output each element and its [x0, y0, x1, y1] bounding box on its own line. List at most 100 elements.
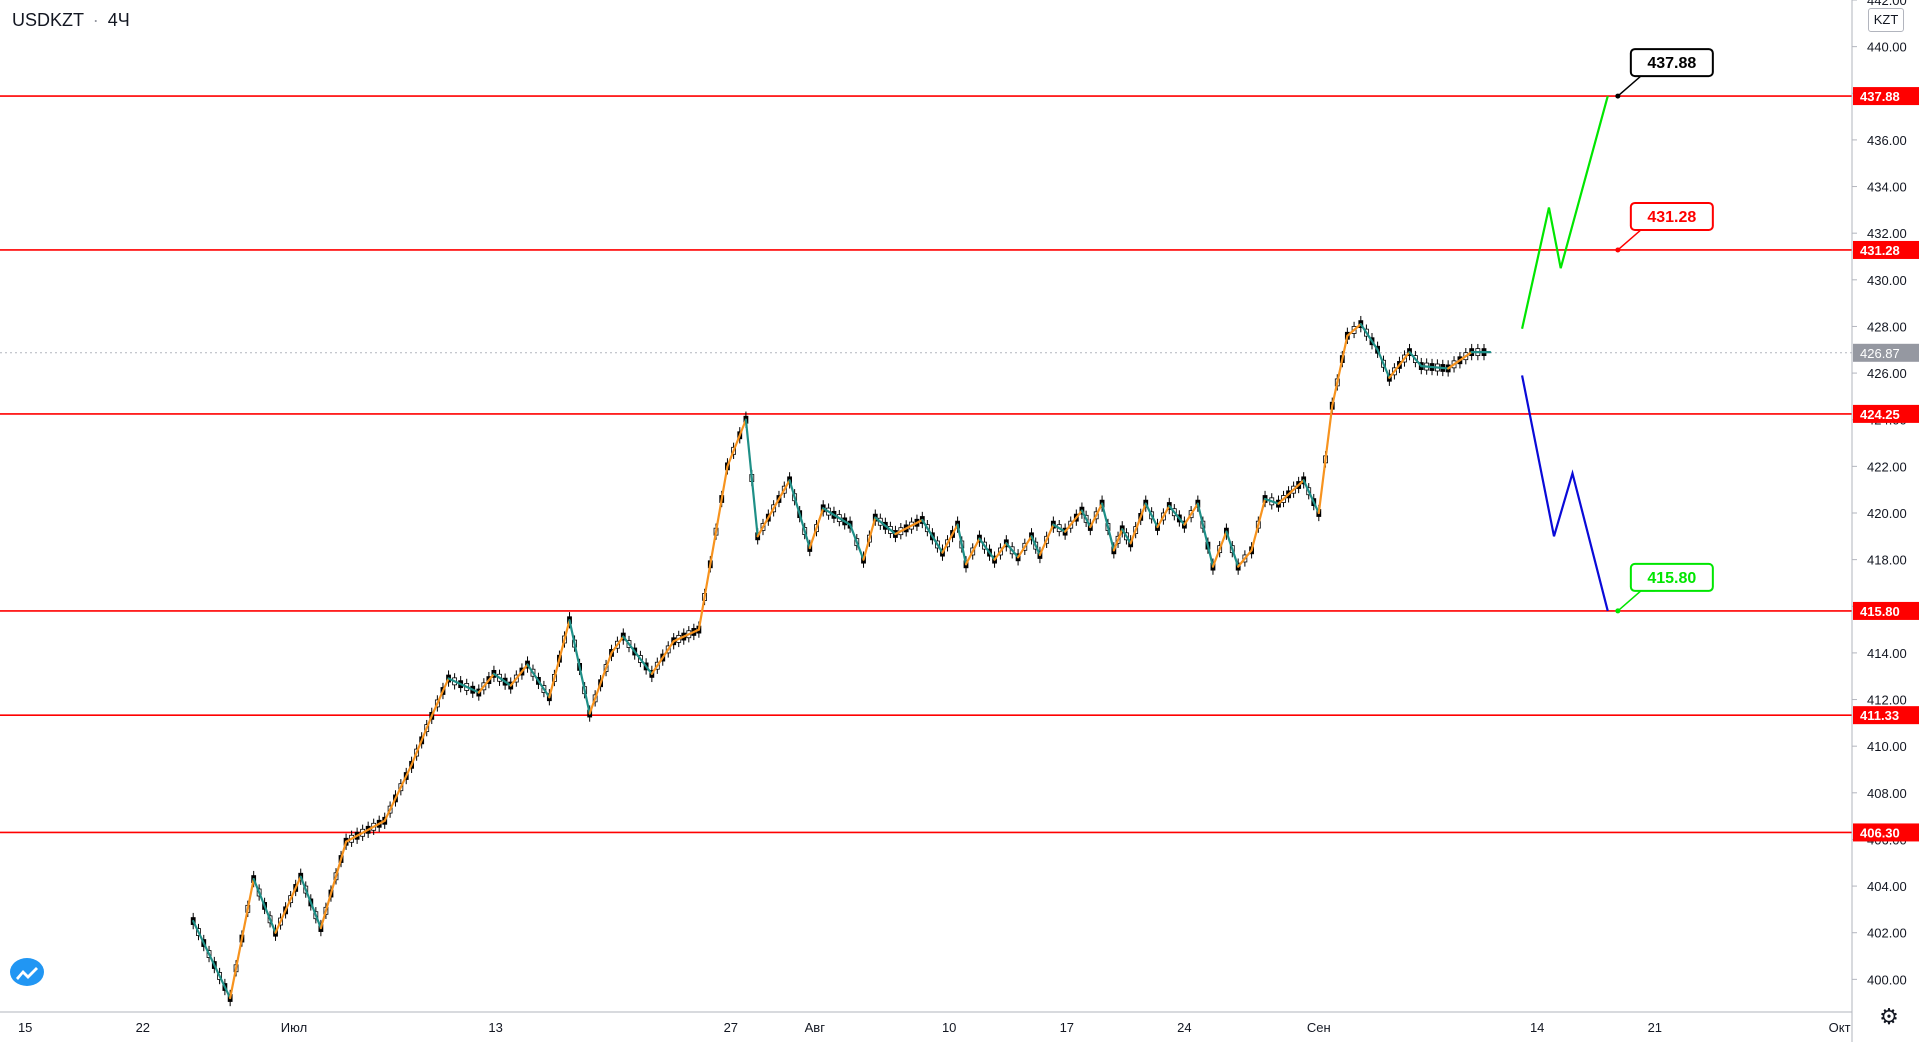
zigzag-segment[interactable]	[993, 542, 1008, 561]
zigzag-segment[interactable]	[1317, 404, 1334, 515]
zigzag-segment[interactable]	[568, 619, 591, 715]
zigzag-segment[interactable]	[1376, 348, 1391, 379]
separator-dot: ·	[92, 10, 99, 30]
callout-box[interactable]	[1629, 562, 1714, 592]
zigzag-segment[interactable]	[672, 628, 700, 643]
zigzag-segment[interactable]	[650, 640, 675, 675]
zigzag-segment[interactable]	[1237, 549, 1253, 568]
zigzag-segment[interactable]	[1089, 502, 1104, 529]
interval-label[interactable]: 4Ч	[107, 10, 130, 30]
zigzag-segment[interactable]	[1302, 479, 1320, 515]
zigzag-segment[interactable]	[610, 635, 625, 655]
level-price-tag	[1853, 823, 1919, 842]
zigzag-segment[interactable]	[477, 672, 496, 694]
zigzag-segment[interactable]	[848, 523, 865, 561]
zigzag-segment[interactable]	[808, 507, 825, 550]
zigzag-segment[interactable]	[941, 523, 959, 554]
zigzag-segment[interactable]	[1030, 535, 1042, 557]
zigzag-segment[interactable]	[492, 672, 512, 687]
zigzag-segment[interactable]	[788, 479, 811, 550]
level-price-label: 415.80	[1860, 604, 1900, 619]
zigzag-segment[interactable]	[252, 877, 277, 934]
zigzag-segment[interactable]	[548, 619, 571, 699]
price-tick-label: 434.00	[1867, 180, 1907, 195]
zigzag-segment[interactable]	[756, 479, 791, 538]
time-tick-label: Сен	[1307, 1020, 1331, 1035]
zigzag-segment[interactable]	[1359, 323, 1379, 351]
zigzag-segment[interactable]	[874, 516, 897, 536]
zigzag-segment[interactable]	[921, 518, 944, 554]
zigzag-segment[interactable]	[956, 523, 968, 566]
zigzag-segment[interactable]	[1183, 502, 1199, 526]
time-tick-label: Июл	[281, 1020, 307, 1035]
projection-down-line[interactable]	[1521, 375, 1609, 612]
zigzag-segment[interactable]	[1211, 530, 1228, 568]
zigzag-segment[interactable]	[274, 875, 302, 934]
time-tick-label: Окт	[1829, 1020, 1851, 1035]
zigzag-segment[interactable]	[1080, 509, 1092, 529]
level-price-label: 411.33	[1860, 708, 1899, 723]
callout-pointer	[1617, 229, 1655, 251]
zigzag-segment[interactable]	[1005, 542, 1020, 559]
zigzag-segment[interactable]	[978, 537, 996, 561]
currency-badge[interactable]: KZT	[1868, 8, 1904, 32]
zigzag-segment[interactable]	[588, 651, 613, 715]
zigzag-segment[interactable]	[1225, 530, 1240, 568]
zigzag-segment[interactable]	[1100, 502, 1115, 552]
gear-icon[interactable]: ⚙	[1879, 1004, 1899, 1029]
zigzag-segment[interactable]	[299, 875, 322, 930]
zigzag-segment[interactable]	[1038, 523, 1055, 557]
callout-box[interactable]	[1629, 48, 1714, 78]
zigzag-segment[interactable]	[1196, 502, 1215, 568]
callout-box[interactable]	[1629, 201, 1714, 231]
zigzag-segment[interactable]	[1168, 504, 1186, 526]
projection-up-line[interactable]	[1521, 95, 1609, 330]
zigzag-segment[interactable]	[509, 663, 529, 687]
zigzag-segment[interactable]	[726, 418, 748, 468]
zigzag-segment[interactable]	[344, 819, 386, 843]
zigzag-segment[interactable]	[1346, 323, 1362, 337]
callout-label: 431.28	[1647, 209, 1696, 226]
price-axis-panel[interactable]	[1852, 0, 1920, 1042]
zigzag-segment[interactable]	[526, 663, 551, 699]
zigzag-segment[interactable]	[1121, 528, 1132, 545]
zigzag-segment[interactable]	[229, 877, 255, 1000]
time-tick-label: 17	[1060, 1020, 1074, 1035]
price-tick-label: 436.00	[1867, 133, 1907, 148]
zigzag-segment[interactable]	[1129, 502, 1147, 545]
zigzag-segment[interactable]	[697, 465, 729, 631]
zigzag-segment[interactable]	[1331, 334, 1349, 407]
zigzag-segment[interactable]	[622, 635, 653, 675]
zigzag-segment[interactable]	[192, 919, 232, 1000]
zigzag-segment[interactable]	[1250, 497, 1267, 552]
zigzag-segment[interactable]	[1277, 479, 1305, 505]
zigzag-segment[interactable]	[1420, 364, 1450, 370]
zigzag-segment[interactable]	[430, 677, 450, 717]
zigzag-segment[interactable]	[894, 518, 924, 536]
time-tick-label: 13	[488, 1020, 502, 1035]
level-price-label: 431.28	[1860, 243, 1900, 258]
zigzag-segment[interactable]	[1156, 504, 1171, 529]
price-tick-label: 418.00	[1867, 553, 1907, 568]
zigzag-segment[interactable]	[1144, 502, 1159, 529]
zigzag-segment[interactable]	[1112, 528, 1124, 552]
zigzag-segment[interactable]	[1052, 523, 1067, 533]
zigzag-segment[interactable]	[447, 677, 480, 694]
level-price-label: 424.25	[1860, 407, 1900, 422]
zigzag-segment[interactable]	[744, 418, 759, 538]
zigzag-segment[interactable]	[383, 763, 413, 822]
zigzag-segment[interactable]	[319, 840, 348, 930]
zigzag-segment[interactable]	[1016, 535, 1033, 559]
zigzag-segment[interactable]	[862, 516, 877, 561]
zigzag-segment[interactable]	[1447, 351, 1473, 370]
zigzag-segment[interactable]	[822, 507, 852, 526]
zigzag-segment[interactable]	[1388, 351, 1411, 379]
zigzag-segment[interactable]	[410, 714, 433, 766]
zigzag-segment[interactable]	[964, 537, 981, 566]
zigzag-segment[interactable]	[1064, 509, 1084, 533]
price-tick-label: 426.00	[1867, 366, 1907, 381]
zigzag-segment[interactable]	[1408, 351, 1423, 368]
zigzag-segment[interactable]	[1263, 497, 1280, 505]
